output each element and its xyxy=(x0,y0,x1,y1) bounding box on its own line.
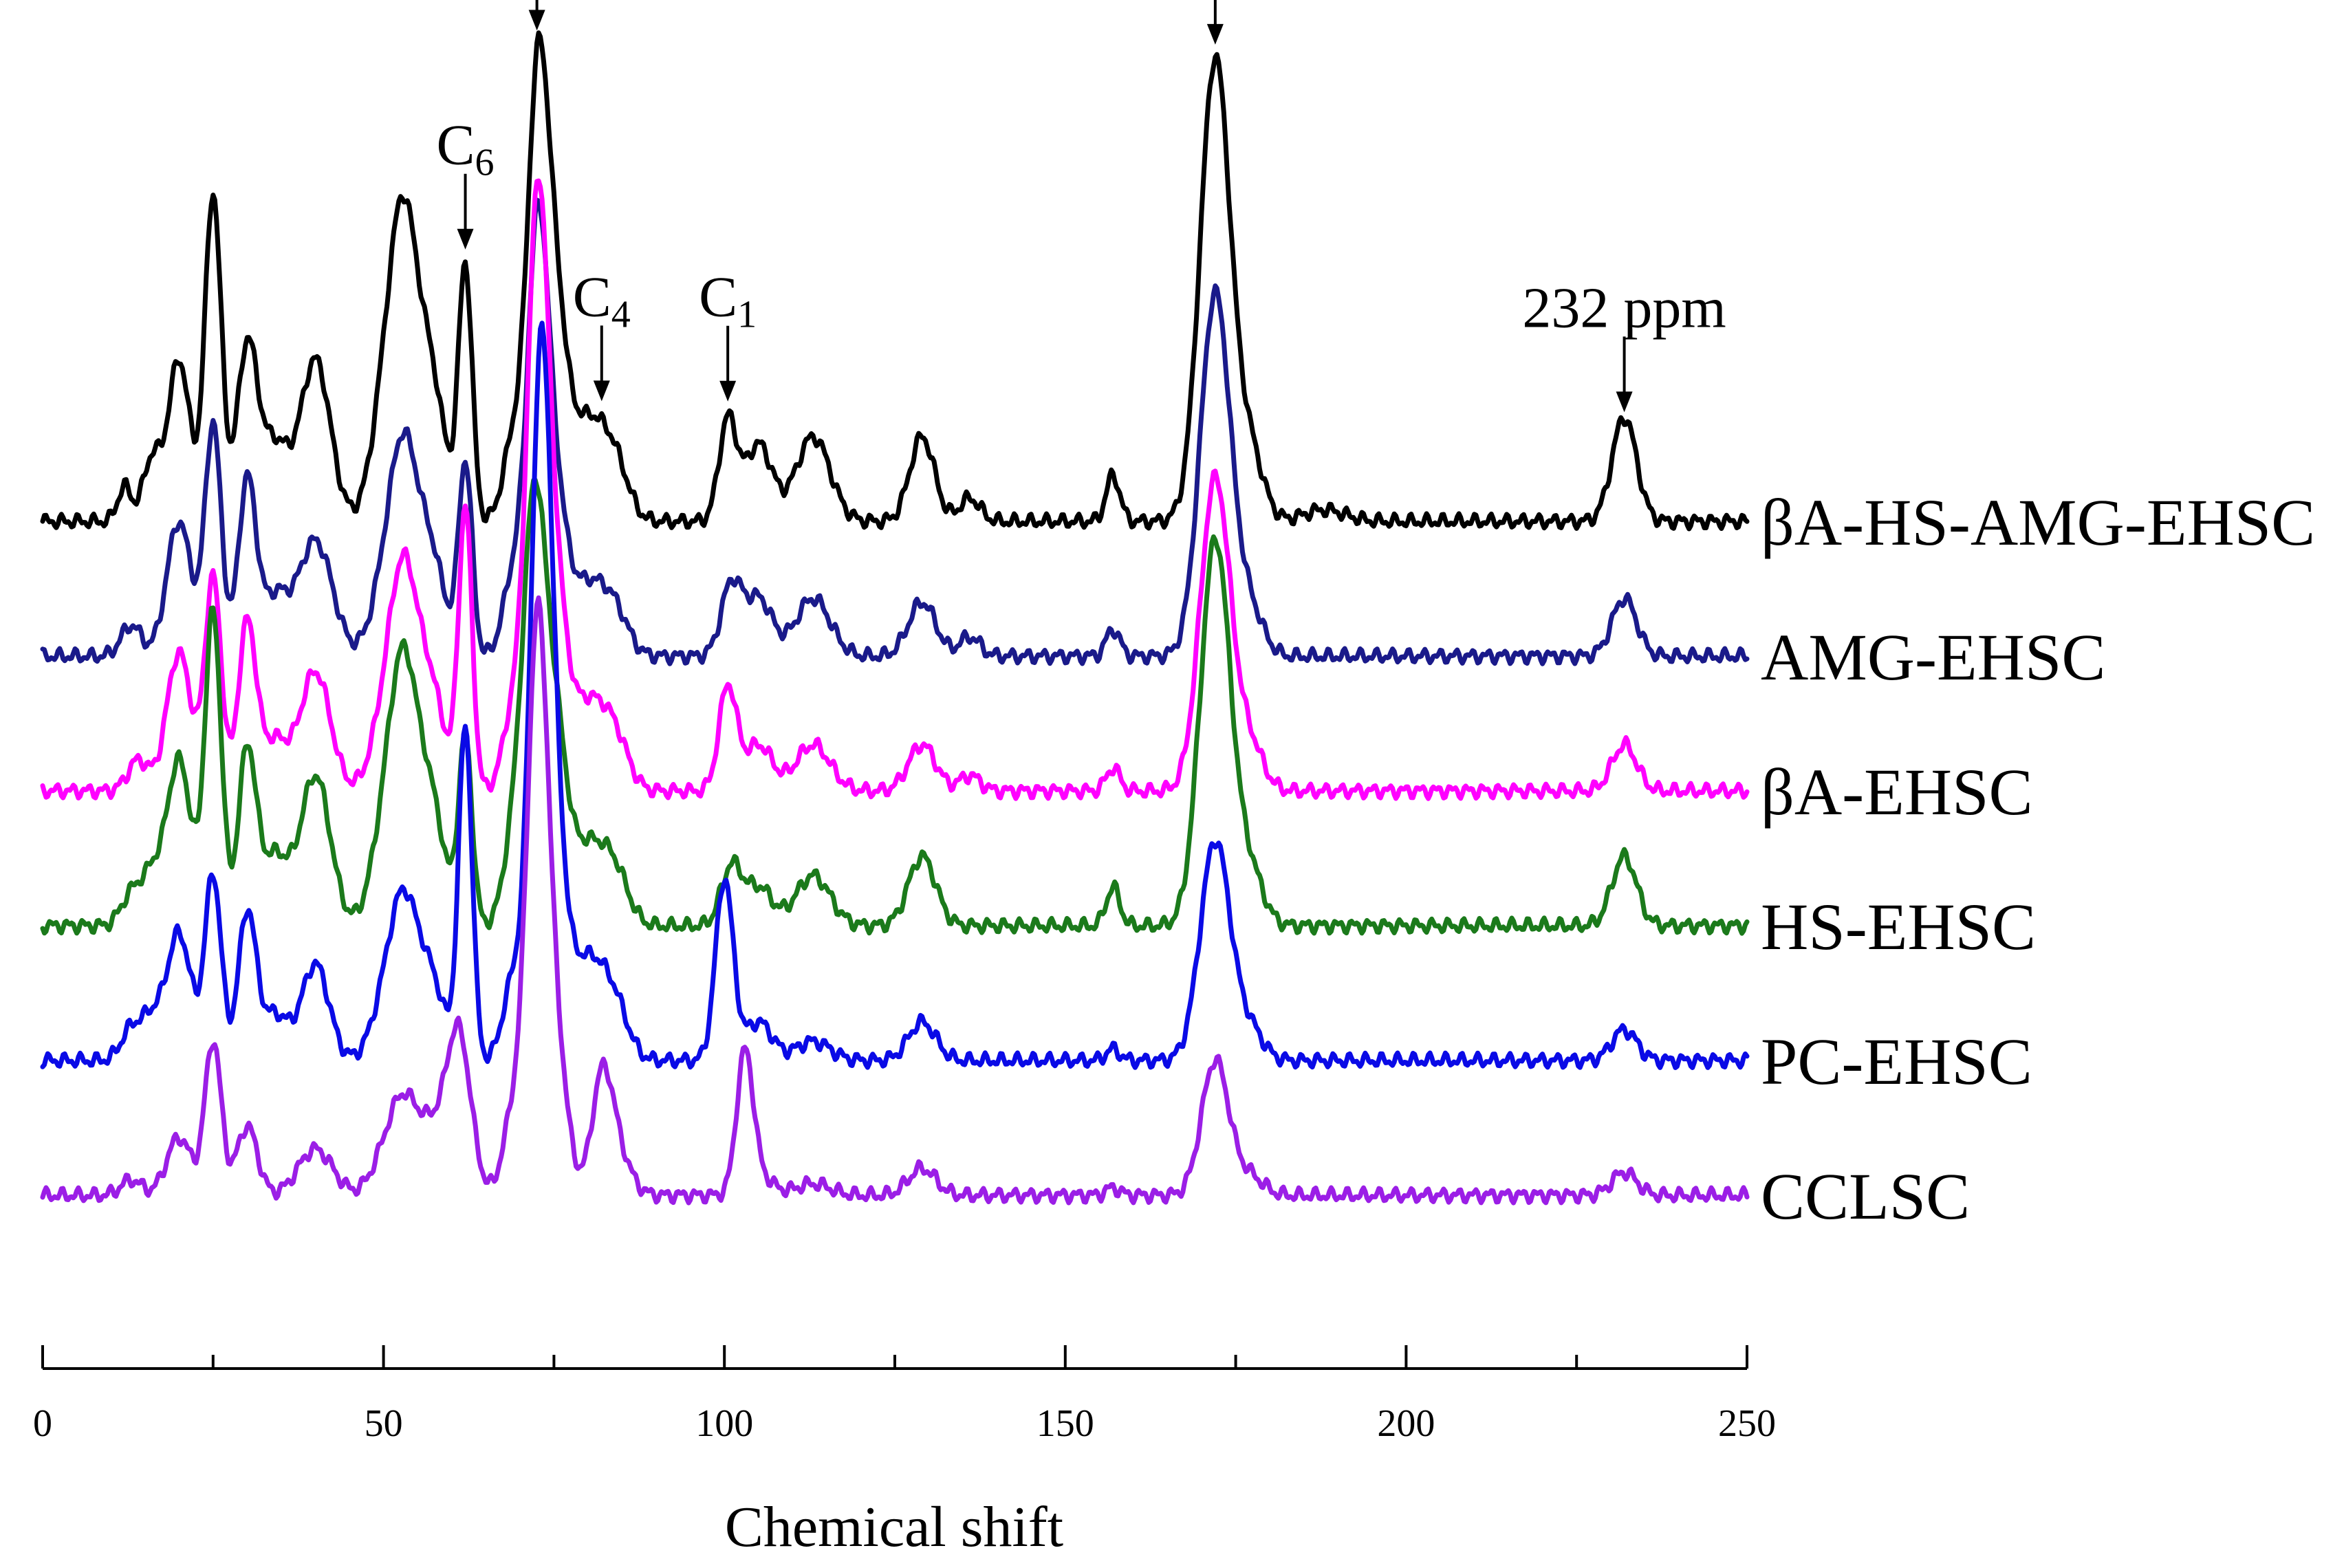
x-tick-label: 50 xyxy=(365,1402,403,1445)
annotation-label-5: 232 ppm xyxy=(1522,276,1726,340)
spectrum-line-0 xyxy=(40,30,1750,532)
series-label-2: βA-EHSC xyxy=(1761,755,2033,829)
x-axis-title: Chemical shift xyxy=(725,1495,1063,1559)
series-label-5: CCLSC xyxy=(1761,1159,1970,1233)
x-tick-label: 150 xyxy=(1037,1402,1094,1445)
spectrum-line-1 xyxy=(40,197,1750,666)
spectrum-line-2 xyxy=(40,178,1750,801)
annotation-label-1: C6 xyxy=(437,113,495,184)
spectrum-line-3 xyxy=(40,477,1750,936)
annotation-arrowhead-3 xyxy=(719,380,737,402)
series-label-1: AMG-EHSC xyxy=(1761,620,2105,694)
x-tick-label: 200 xyxy=(1377,1402,1435,1445)
x-tick-label: 100 xyxy=(695,1402,753,1445)
annotation-arrowhead-0 xyxy=(528,10,545,31)
peak-annotations: C2,3,5C6C4C1172 ppm232 ppm xyxy=(437,0,1726,413)
x-axis: 0 50 100 150 200 250 xyxy=(33,1345,1776,1445)
annotation-arrowhead-4 xyxy=(1206,23,1224,45)
series-label-0: βA-HS-AMG-EHSC xyxy=(1761,486,2315,559)
annotation-arrowhead-2 xyxy=(593,380,610,402)
annotation-arrowhead-5 xyxy=(1616,391,1633,413)
annotation-arrowhead-1 xyxy=(457,228,474,250)
spectrum-line-4 xyxy=(40,320,1750,1070)
annotation-label-3: C1 xyxy=(699,265,757,336)
annotation-label-2: C4 xyxy=(573,265,631,336)
spectra-layer xyxy=(40,30,1750,1206)
spectrum-line-5 xyxy=(40,595,1750,1206)
series-labels: βA-HS-AMG-EHSC AMG-EHSC βA-EHSC HS-EHSC PC-E… xyxy=(1761,486,2315,1233)
series-label-4: PC-EHSC xyxy=(1761,1025,2032,1098)
x-tick-label: 250 xyxy=(1718,1402,1776,1445)
x-tick-label: 0 xyxy=(33,1402,52,1445)
series-label-3: HS-EHSC xyxy=(1761,890,2036,963)
